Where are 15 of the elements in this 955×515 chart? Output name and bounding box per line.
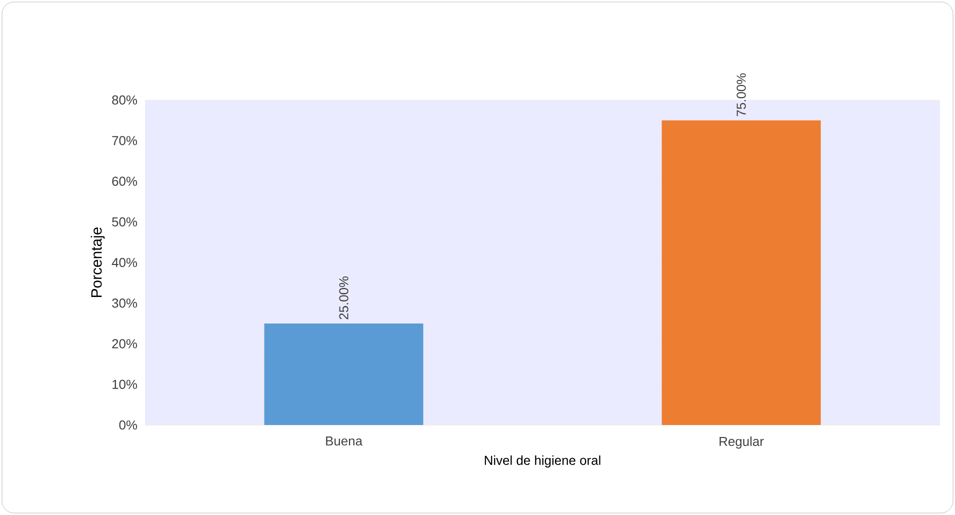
x-tick-label: Buena [326,436,362,446]
y-tick-label: 30% [112,298,138,308]
y-tick-label: 20% [112,339,138,348]
data-label: 75.00% [736,73,746,116]
y-tick-label: 80% [112,95,138,105]
y-tick-label: 0% [119,420,138,430]
y-tick-label: 60% [112,176,138,186]
y-tick-label: 10% [112,380,138,389]
y-tick-label: 50% [112,217,138,226]
y-axis-title: Porcentaje [90,227,105,298]
x-tick-label: Regular [720,436,764,449]
x-axis-title: Nivel de higiene oral [484,455,600,468]
data-label: 25.00% [339,276,348,320]
y-tick-label: 70% [112,136,138,146]
y-tick-label: 40% [112,258,138,268]
